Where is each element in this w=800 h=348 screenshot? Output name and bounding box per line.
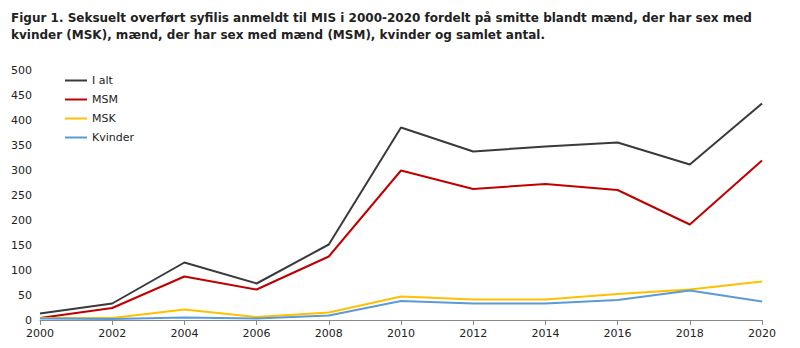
svg-text:2002: 2002 <box>98 327 126 340</box>
svg-text:Figur 1. Seksuelt overført syf: Figur 1. Seksuelt overført syfilis anmel… <box>11 11 756 25</box>
svg-text:2008: 2008 <box>315 327 343 340</box>
svg-text:kvinder (MSK), mænd, der har s: kvinder (MSK), mænd, der har sex med mæn… <box>11 28 545 42</box>
svg-text:200: 200 <box>11 214 32 227</box>
svg-text:0: 0 <box>25 314 32 327</box>
svg-text:2010: 2010 <box>387 327 415 340</box>
svg-text:250: 250 <box>11 189 32 202</box>
svg-text:300: 300 <box>11 164 32 177</box>
svg-text:2020: 2020 <box>748 327 776 340</box>
svg-text:450: 450 <box>11 89 32 102</box>
svg-text:500: 500 <box>11 64 32 77</box>
svg-text:50: 50 <box>18 289 32 302</box>
svg-text:2000: 2000 <box>26 327 54 340</box>
svg-text:2014: 2014 <box>531 327 559 340</box>
svg-text:MSK: MSK <box>92 112 116 125</box>
svg-text:400: 400 <box>11 114 32 127</box>
svg-text:150: 150 <box>11 239 32 252</box>
svg-text:2016: 2016 <box>604 327 632 340</box>
svg-text:2018: 2018 <box>676 327 704 340</box>
svg-text:MSM: MSM <box>92 93 118 106</box>
svg-text:350: 350 <box>11 139 32 152</box>
svg-text:I alt: I alt <box>92 74 114 87</box>
svg-text:100: 100 <box>11 264 32 277</box>
svg-text:2006: 2006 <box>243 327 271 340</box>
svg-text:2012: 2012 <box>459 327 487 340</box>
svg-text:2004: 2004 <box>170 327 198 340</box>
svg-text:Kvinder: Kvinder <box>92 131 135 144</box>
